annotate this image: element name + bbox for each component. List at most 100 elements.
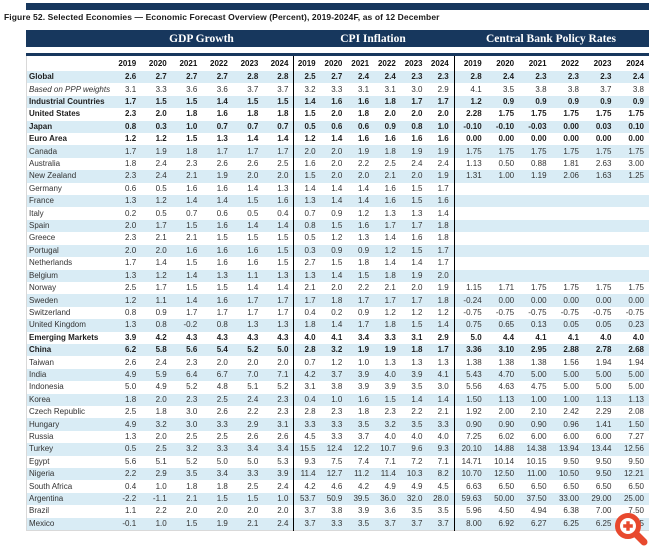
cbr-cell <box>616 195 649 207</box>
cbr-cell: 0.13 <box>530 320 547 330</box>
row-label: Portugal <box>29 245 59 255</box>
table-row: Switzerland 0.8 0.9 1.7 1.7 1.7 1.7 0.4 0.2 0.9 1.… <box>27 306 650 320</box>
cpi-cell: 1.9 <box>427 170 455 183</box>
gdp-cell: 1.4 <box>263 133 295 146</box>
cbr-cell <box>616 245 649 257</box>
gdp-cell: 3.7 <box>263 83 295 96</box>
year-label-cpi: 2023 <box>404 58 423 68</box>
cbr-cell: 2.68 <box>628 345 644 355</box>
group-header-gdp-growth: GDP Growth <box>169 32 234 45</box>
gdp-cell: 1.7 <box>247 146 259 156</box>
cbr-cell: 2.28 <box>466 109 482 119</box>
cbr-cell <box>552 270 584 282</box>
cpi-cell: 2.8 <box>304 345 316 355</box>
gdp-cell: 1.5 <box>186 258 198 268</box>
gdp-cell: 2.1 <box>155 233 167 243</box>
row-label: China <box>29 345 52 355</box>
gdp-cell: 1.8 <box>125 159 137 169</box>
gdp-cell: 2.1 <box>186 233 198 243</box>
cpi-cell: 0.6 <box>357 121 370 131</box>
gdp-cell: 2.2 <box>247 407 259 417</box>
cbr-cell <box>616 183 649 195</box>
cpi-cell: 1.4 <box>411 258 423 268</box>
gdp-cell: 3.4 <box>247 444 259 454</box>
gdp-cell: 1.6 <box>216 245 228 255</box>
cbr-cell <box>616 257 649 269</box>
cpi-cell: 1.8 <box>427 219 455 233</box>
cpi-cell: 1.5 <box>331 258 343 268</box>
table-row: China 6.2 5.8 5.6 5.4 5.2 5.0 2.8 3.2 1.9 1.9 1.8 1.… <box>26 343 649 357</box>
gdp-cell: 5.1 <box>247 382 259 392</box>
cbr-cell: 0.00 <box>628 134 644 144</box>
cpi-cell: 3.9 <box>384 382 396 392</box>
gdp-cell: 1.5 <box>247 494 259 504</box>
table-row: Japan 0.8 0.3 1.0 0.7 0.7 0.7 0.5 0.6 0.6 0.9 0.8 1.… <box>26 120 649 134</box>
cbr-cell: 10.70 <box>461 469 482 479</box>
cbr-cell: 2.08 <box>628 407 644 417</box>
cbr-cell <box>584 232 616 244</box>
cpi-cell: 1.3 <box>384 208 396 218</box>
gdp-cell: 3.3 <box>216 419 228 429</box>
cpi-cell: 4.0 <box>427 430 455 444</box>
cpi-cell: 1.3 <box>427 356 455 369</box>
gdp-cell: 5.0 <box>125 382 137 392</box>
cbr-cell: 1.75 <box>466 146 482 156</box>
cbr-cell: 37.50 <box>526 494 547 504</box>
cbr-cell: 11.00 <box>527 469 547 479</box>
cpi-cell: 1.2 <box>411 307 423 317</box>
cbr-cell: 1.63 <box>595 171 612 181</box>
table-row: Germany 0.6 0.5 1.6 1.6 1.4 1.3 1.4 1.4 1.4 1.6 1.5… <box>27 182 650 196</box>
gdp-cell: 5.9 <box>155 369 167 379</box>
gdp-cell: 0.8 <box>155 320 167 330</box>
cbr-cell: 1.94 <box>628 357 644 367</box>
cbr-cell: 1.75 <box>530 146 547 156</box>
gdp-cell: 2.3 <box>263 393 295 406</box>
cpi-cell: 1.5 <box>304 171 316 181</box>
table-row: France 1.3 1.2 1.4 1.4 1.5 1.6 1.3 1.4 1.4 1.6 1.5 1… <box>26 195 649 208</box>
cpi-cell: 2.0 <box>411 171 423 181</box>
gdp-cell: 1.4 <box>216 97 228 107</box>
gdp-cell: 2.4 <box>155 171 167 181</box>
gdp-cell: 1.5 <box>247 97 259 107</box>
cpi-cell: 1.8 <box>384 270 396 280</box>
cbr-cell: 4.50 <box>498 506 515 516</box>
cbr-cell: 50.00 <box>494 494 515 504</box>
cpi-cell: 1.3 <box>411 357 423 367</box>
cpi-cell: 39.5 <box>353 494 370 504</box>
cbr-cell <box>487 257 519 269</box>
cpi-cell: 0.9 <box>384 121 396 131</box>
cpi-cell: 1.5 <box>304 109 316 119</box>
zoom-in-icon[interactable] <box>614 512 648 546</box>
table-row: Belgium 1.3 1.2 1.4 1.3 1.1 1.3 1.3 1.4 1.5 1.8 1.9… <box>26 269 649 282</box>
gdp-cell: 5.0 <box>216 456 228 466</box>
cpi-cell: 0.9 <box>331 208 343 218</box>
gdp-cell: 2.0 <box>216 357 228 367</box>
gdp-cell: 2.3 <box>186 394 198 404</box>
gdp-cell: 4.9 <box>125 419 137 429</box>
cpi-cell: 2.2 <box>357 283 370 293</box>
cbr-cell: 1.75 <box>595 109 612 119</box>
year-label-cbr: 2021 <box>528 58 547 68</box>
cbr-cell: 1.41 <box>595 419 612 429</box>
cbr-cell: 0.50 <box>498 159 515 169</box>
cpi-cell: 3.7 <box>411 518 423 528</box>
cbr-cell <box>519 245 551 257</box>
row-label: Czech Republic <box>29 407 86 417</box>
gdp-cell: 2.2 <box>155 506 167 516</box>
cpi-cell: 4.1 <box>427 368 455 382</box>
cbr-cell: 33.00 <box>558 494 579 504</box>
cpi-cell: 1.6 <box>357 221 370 231</box>
cbr-cell <box>584 257 616 269</box>
table-row: United States 2.3 2.0 1.8 1.6 1.8 1.8 1.5 2.0 1.8… <box>27 108 650 121</box>
gdp-cell: 2.9 <box>247 419 259 429</box>
table-row: Norway 2.5 1.7 1.5 1.5 1.4 1.4 2.1 2.0 2.2 2.1 2.0 1… <box>27 281 650 295</box>
cbr-cell: 0.00 <box>595 134 612 144</box>
cbr-cell: 1.25 <box>628 171 644 181</box>
cbr-cell: 2.06 <box>563 171 579 181</box>
table-row: Czech Republic 2.5 1.8 3.0 2.6 2.2 2.3 2.8 2.3 1.… <box>27 405 650 419</box>
gdp-cell: 5.3 <box>263 455 295 468</box>
gdp-cell: 5.0 <box>263 343 295 357</box>
cpi-cell: 1.7 <box>411 295 423 305</box>
gdp-cell: 3.1 <box>125 84 137 94</box>
group-header-spacer <box>26 30 110 47</box>
